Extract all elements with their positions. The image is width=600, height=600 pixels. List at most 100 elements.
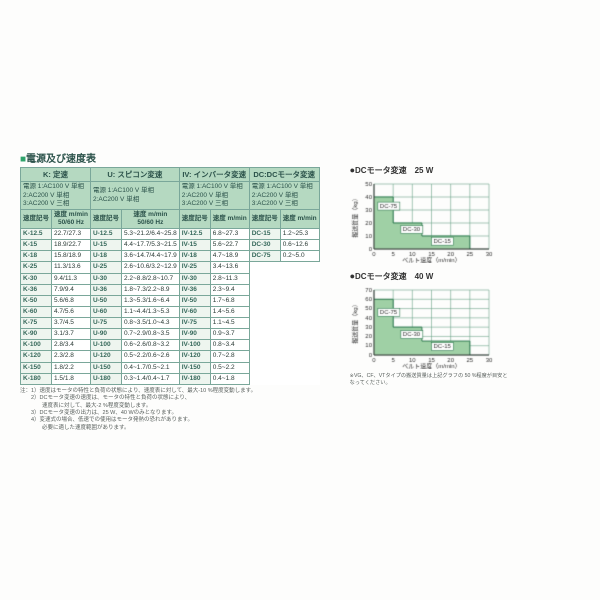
value-cell: 4.4~17.7/5.3~21.5 — [121, 240, 179, 251]
value-cell: 0.7~2.8 — [210, 351, 249, 362]
code-cell: IV-12.5 — [179, 229, 210, 240]
section-title: ■電源及び速度表 — [20, 150, 580, 165]
value-cell: 22.7/27.3 — [52, 229, 91, 240]
note-line: 2）DCモータ変速の速度は、モータの特性と負荷の状態により、 — [20, 395, 320, 402]
code-cell: U-60 — [90, 306, 121, 317]
code-cell: K-25 — [21, 262, 52, 273]
value-cell: 2.8~11.3 — [210, 273, 249, 284]
code-cell: K-150 — [21, 362, 52, 373]
notes: 注：1）速度はモータの特性と負荷の状態により、速度表に対して、最大-10 %程度… — [20, 388, 320, 433]
value-cell: 0.4~1.7/0.5~2.1 — [121, 362, 179, 373]
code-cell: IV-25 — [179, 262, 210, 273]
value-cell: 0.3~1.4/0.4~1.7 — [121, 373, 179, 384]
group-header: K: 定速 — [21, 168, 91, 182]
col-header: 速度記号 — [90, 209, 121, 228]
value-cell: 1.8/2.2 — [52, 362, 91, 373]
code-cell: K-180 — [21, 373, 52, 384]
value-cell: 3.6~14.7/4.4~17.9 — [121, 251, 179, 262]
code-cell: K-36 — [21, 284, 52, 295]
col-header: 速度 m/min — [280, 209, 319, 228]
code-cell: U-36 — [90, 284, 121, 295]
table-row: K-367.9/9.4U-361.8~7.3/2.2~8.9IV-362.3~9… — [21, 284, 320, 295]
disclaimer: ※VG、CF、VTタイプの搬送質量は上記グラフの 50 %程度が目安となってくだ… — [350, 373, 510, 387]
code-cell: DC-15 — [249, 229, 280, 240]
code-cell: K-120 — [21, 351, 52, 362]
code-cell: K-100 — [21, 340, 52, 351]
table-row: K-1518.9/22.7U-154.4~17.7/5.3~21.5IV-155… — [21, 240, 320, 251]
value-cell: 0.8~3.5/1.0~4.3 — [121, 318, 179, 329]
chart-25w — [350, 178, 495, 263]
value-cell: 2.3~9.4 — [210, 284, 249, 295]
code-cell: IV-15 — [179, 240, 210, 251]
power-cell: 電源 1:AC100 V 単相2:AC200 V 単相3:AC200 V 三相 — [249, 182, 319, 209]
value-cell: 5.6~22.7 — [210, 240, 249, 251]
code-cell: U-25 — [90, 262, 121, 273]
power-cell: 電源 1:AC100 V 単相2:AC200 V 単相 — [90, 182, 179, 209]
note-line: 4）変速式の場合、低速での使用はモータ発熱の恐れがあります。 — [20, 417, 320, 424]
col-header: 速度記号 — [179, 209, 210, 228]
code-cell: U-50 — [90, 295, 121, 306]
value-cell: 3.7/4.5 — [52, 318, 91, 329]
table-row: K-309.4/11.3U-302.2~8.8/2.8~10.7IV-302.8… — [21, 273, 320, 284]
col-header: 速度 m/min — [210, 209, 249, 228]
code-cell: DC-30 — [249, 240, 280, 251]
table-row: K-2511.3/13.6U-252.6~10.6/3.2~12.9IV-253… — [21, 262, 320, 273]
value-cell: 2.8/3.4 — [52, 340, 91, 351]
code-cell: IV-75 — [179, 318, 210, 329]
col-header: 速度 m/min50/60 Hz — [121, 209, 179, 228]
value-cell: 9.4/11.3 — [52, 273, 91, 284]
value-cell: 18.9/22.7 — [52, 240, 91, 251]
code-cell: IV-90 — [179, 329, 210, 340]
value-cell: 0.4~1.8 — [210, 373, 249, 384]
code-cell: U-12.5 — [90, 229, 121, 240]
value-cell: 1.1~4.4/1.3~5.3 — [121, 306, 179, 317]
code-cell: IV-36 — [179, 284, 210, 295]
value-cell: 0.9~3.7 — [210, 329, 249, 340]
code-cell: U-90 — [90, 329, 121, 340]
value-cell: 3.1/3.7 — [52, 329, 91, 340]
code-cell: U-180 — [90, 373, 121, 384]
note-line: 必要に適した速度範囲があります。 — [20, 425, 320, 432]
value-cell: 0.6~2.6/0.8~3.2 — [121, 340, 179, 351]
value-cell: 6.8~27.3 — [210, 229, 249, 240]
code-cell: IV-180 — [179, 373, 210, 384]
chart25-title: ●DCモータ変速 25 W — [350, 165, 510, 176]
note-line: 速度表に対して、最大-2 %程度変動します。 — [20, 403, 320, 410]
code-cell: K-50 — [21, 295, 52, 306]
power-cell: 電源 1:AC100 V 単相2:AC200 V 単相3:AC200 V 三相 — [179, 182, 249, 209]
code-cell: IV-120 — [179, 351, 210, 362]
code-cell: K-30 — [21, 273, 52, 284]
speed-table: K: 定速U: スピコン変速IV: インバータ変速DC:DCモータ変速電源 1:… — [20, 167, 320, 385]
value-cell: 4.7/5.6 — [52, 306, 91, 317]
code-cell: K-75 — [21, 318, 52, 329]
code-cell: U-18 — [90, 251, 121, 262]
value-cell: 4.7~18.9 — [210, 251, 249, 262]
col-header: 速度 m/min50/60 Hz — [52, 209, 91, 228]
code-cell: U-15 — [90, 240, 121, 251]
value-cell: 1.1~4.5 — [210, 318, 249, 329]
value-cell: 2.3/2.8 — [52, 351, 91, 362]
code-cell: U-30 — [90, 273, 121, 284]
code-cell: U-150 — [90, 362, 121, 373]
value-cell: 3.4~13.6 — [210, 262, 249, 273]
code-cell: K-12.5 — [21, 229, 52, 240]
code-cell: IV-18 — [179, 251, 210, 262]
value-cell: 0.8~3.4 — [210, 340, 249, 351]
code-cell: K-90 — [21, 329, 52, 340]
table-row: K-505.6/6.8U-501.3~5.3/1.6~6.4IV-501.7~6… — [21, 295, 320, 306]
table-row: K-604.7/5.6U-601.1~4.4/1.3~5.3IV-601.4~5… — [21, 306, 320, 317]
table-row: K-1801.5/1.8U-1800.3~1.4/0.4~1.7IV-1800.… — [21, 373, 320, 384]
code-cell: IV-50 — [179, 295, 210, 306]
value-cell: 0.5~2.2/0.6~2.6 — [121, 351, 179, 362]
chart40-title: ●DCモータ変速 40 W — [350, 271, 510, 282]
value-cell: 0.6~12.6 — [280, 240, 319, 251]
table-row: K-753.7/4.5U-750.8~3.5/1.0~4.3IV-751.1~4… — [21, 318, 320, 329]
value-cell: 1.3~5.3/1.6~6.4 — [121, 295, 179, 306]
power-cell: 電源 1:AC100 V 単相2:AC200 V 単相3:AC200 V 三相 — [21, 182, 91, 209]
table-row: K-12.522.7/27.3U-12.55.3~21.2/6.4~25.8IV… — [21, 229, 320, 240]
col-header: 速度記号 — [249, 209, 280, 228]
col-header: 速度記号 — [21, 209, 52, 228]
chart-40w — [350, 284, 495, 369]
value-cell: 1.8~7.3/2.2~8.9 — [121, 284, 179, 295]
group-header: U: スピコン変速 — [90, 168, 179, 182]
